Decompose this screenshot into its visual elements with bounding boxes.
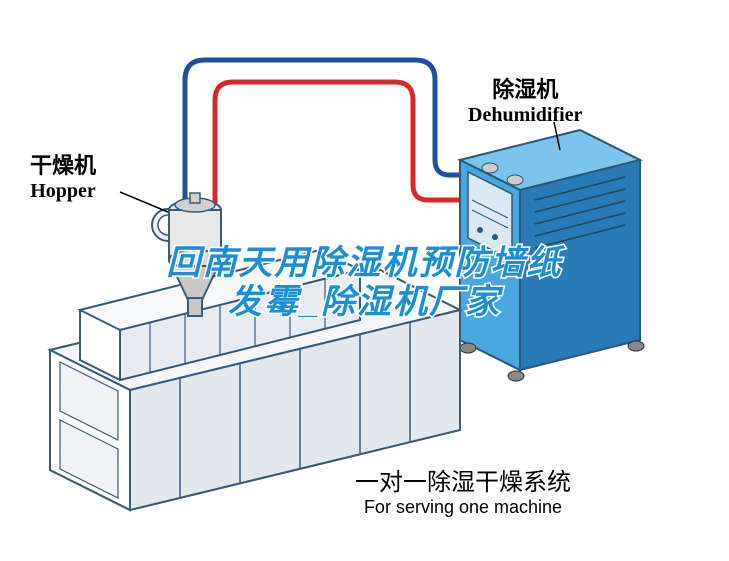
hopper-leader	[120, 192, 168, 212]
system-title: 一对一除湿干燥系统 For serving one machine	[355, 462, 571, 518]
red-pipe	[215, 82, 470, 215]
system-title-en: For serving one machine	[355, 497, 571, 518]
pipes	[185, 60, 470, 215]
overlay-line2: 发霉_除湿机厂家	[0, 283, 729, 322]
overlay-text: 回南天用除湿机预防墙纸 发霉_除湿机厂家	[0, 244, 729, 322]
system-title-cn: 一对一除湿干燥系统	[355, 462, 571, 497]
hopper-label-cn: 干燥机	[30, 148, 96, 180]
dehumidifier-label-en: Dehumidifier	[468, 104, 582, 127]
hopper-label-en: Hopper	[30, 180, 96, 203]
dehumidifier-label: 除湿机 Dehumidifier	[468, 72, 582, 127]
hopper-label: 干燥机 Hopper	[30, 148, 96, 203]
dehumidifier-label-cn: 除湿机	[468, 72, 582, 104]
overlay-line1: 回南天用除湿机预防墙纸	[0, 244, 729, 283]
